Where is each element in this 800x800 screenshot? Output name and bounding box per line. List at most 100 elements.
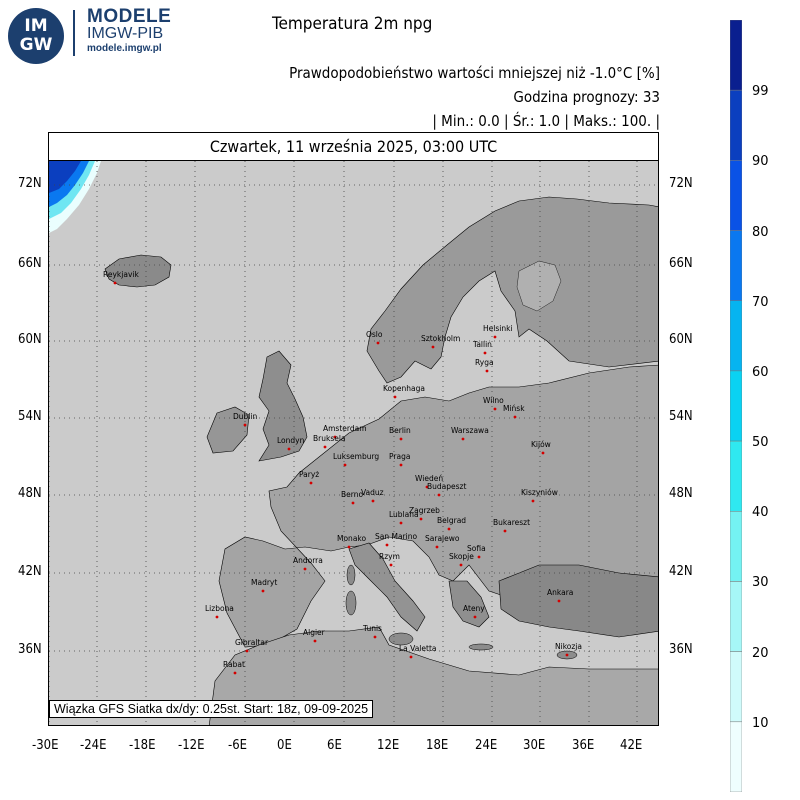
y-tick-label-right: 48N bbox=[669, 486, 693, 501]
city-dot bbox=[485, 369, 489, 373]
city-label: Skopje bbox=[449, 552, 474, 561]
city-label: Gibraltar bbox=[235, 638, 269, 647]
city-label: Sofia bbox=[467, 544, 486, 553]
city-dot bbox=[531, 499, 535, 503]
map-title: Temperatura 2m npg bbox=[272, 14, 433, 34]
colorbar-label: 50 bbox=[752, 435, 769, 451]
city-dot bbox=[371, 499, 375, 503]
turkey bbox=[498, 564, 658, 638]
city-dot bbox=[313, 639, 317, 643]
city-dot bbox=[399, 521, 403, 525]
forecast-hour: Godzina prognozy: 33 bbox=[513, 88, 660, 106]
city-dot bbox=[287, 447, 291, 451]
x-tick-label: 30E bbox=[523, 738, 546, 753]
city-label: Warszawa bbox=[451, 426, 489, 435]
city-dot bbox=[343, 463, 347, 467]
sardinia bbox=[345, 590, 357, 616]
city-dot bbox=[243, 423, 247, 427]
x-tick-label: -18E bbox=[129, 738, 156, 753]
colorbar-segment bbox=[730, 89, 742, 161]
city-label: Mińsk bbox=[503, 404, 525, 413]
imgw-logo-text: IM GW bbox=[8, 8, 64, 64]
x-tick-label: -30E bbox=[32, 738, 59, 753]
colorbar-segment bbox=[730, 300, 742, 372]
colorbar-segment bbox=[730, 20, 742, 91]
colorbar-label: 60 bbox=[752, 364, 769, 380]
city-dot bbox=[113, 281, 117, 285]
city-label: Praga bbox=[389, 452, 410, 461]
colorbar-label: 20 bbox=[752, 645, 769, 661]
y-tick-label-right: 60N bbox=[669, 332, 693, 347]
city-label: Rzym bbox=[379, 552, 400, 561]
city-dot bbox=[409, 655, 413, 659]
city-dot bbox=[477, 555, 481, 559]
city-dot bbox=[503, 529, 507, 533]
city-label: Lublana bbox=[389, 510, 419, 519]
logo-line2: GW bbox=[19, 35, 53, 55]
valid-date: Czwartek, 11 września 2025, 03:00 UTC bbox=[48, 132, 659, 160]
logo-line1: IM bbox=[24, 16, 48, 36]
city-label: Tallin bbox=[472, 340, 492, 349]
city-dot bbox=[419, 517, 423, 521]
corsica bbox=[346, 564, 356, 586]
y-tick-label-left: 66N bbox=[18, 256, 42, 271]
city-dot bbox=[399, 463, 403, 467]
city-dot bbox=[431, 345, 435, 349]
finland-lakes bbox=[516, 260, 562, 312]
city-label: Kopenhaga bbox=[383, 384, 425, 393]
field-stats: | Min.: 0.0 | Śr.: 1.0 | Maks.: 100. | bbox=[432, 112, 660, 130]
x-tick-label: 36E bbox=[572, 738, 595, 753]
city-label: Bukareszt bbox=[493, 518, 530, 527]
colorbar-label: 30 bbox=[752, 575, 769, 591]
brand-org: IMGW-PIB bbox=[87, 25, 164, 42]
brand-url[interactable]: modele.imgw.pl bbox=[87, 43, 162, 54]
city-dot bbox=[565, 653, 569, 657]
colorbar-segment bbox=[730, 651, 742, 723]
imgw-logo bbox=[8, 8, 64, 64]
greece bbox=[448, 580, 490, 628]
city-label: Nikozja bbox=[555, 642, 582, 651]
x-tick-label: 12E bbox=[377, 738, 400, 753]
city-label: Ateny bbox=[463, 604, 485, 613]
city-dot bbox=[447, 527, 451, 531]
city-dot bbox=[473, 615, 477, 619]
colorbar-segment bbox=[730, 581, 742, 652]
colorbar-segment bbox=[730, 370, 742, 442]
city-label: Kiszyniów bbox=[521, 488, 558, 497]
colorbar-label: 80 bbox=[752, 224, 769, 240]
sicily bbox=[388, 632, 414, 646]
city-label: Ankara bbox=[547, 588, 573, 597]
x-tick-label: -12E bbox=[178, 738, 205, 753]
city-dot bbox=[389, 563, 393, 567]
city-dot bbox=[541, 451, 545, 455]
city-dot bbox=[309, 481, 313, 485]
y-tick-label-left: 72N bbox=[18, 176, 42, 191]
city-dot bbox=[493, 335, 497, 339]
y-tick-label-left: 36N bbox=[18, 642, 42, 657]
colorbar-label: 90 bbox=[752, 154, 769, 170]
colorbar-label: 99 bbox=[752, 84, 769, 100]
city-label: Algier bbox=[303, 628, 326, 637]
city-label: Madryt bbox=[251, 578, 277, 587]
city-dot bbox=[233, 671, 237, 675]
city-dot bbox=[245, 649, 249, 653]
city-label: Vaduz bbox=[361, 488, 384, 497]
city-label: Kijów bbox=[531, 440, 551, 449]
city-dot bbox=[385, 543, 389, 547]
city-label: Bruksela bbox=[313, 434, 346, 443]
y-tick-label-right: 66N bbox=[669, 256, 693, 271]
city-dot bbox=[347, 545, 351, 549]
city-dot bbox=[373, 635, 377, 639]
city-dot bbox=[483, 351, 487, 355]
city-label: Sztokholm bbox=[421, 334, 460, 343]
city-label: Berno bbox=[341, 490, 363, 499]
colorbar-segment bbox=[730, 511, 742, 582]
city-label: San Marino bbox=[375, 532, 417, 541]
y-tick-label-right: 36N bbox=[669, 642, 693, 657]
colorbar bbox=[730, 20, 742, 792]
city-dot bbox=[399, 437, 403, 441]
x-tick-label: 0E bbox=[277, 738, 292, 753]
city-label: Andorra bbox=[293, 556, 323, 565]
y-tick-label-left: 54N bbox=[18, 409, 42, 424]
colorbar-label: 10 bbox=[752, 715, 769, 731]
